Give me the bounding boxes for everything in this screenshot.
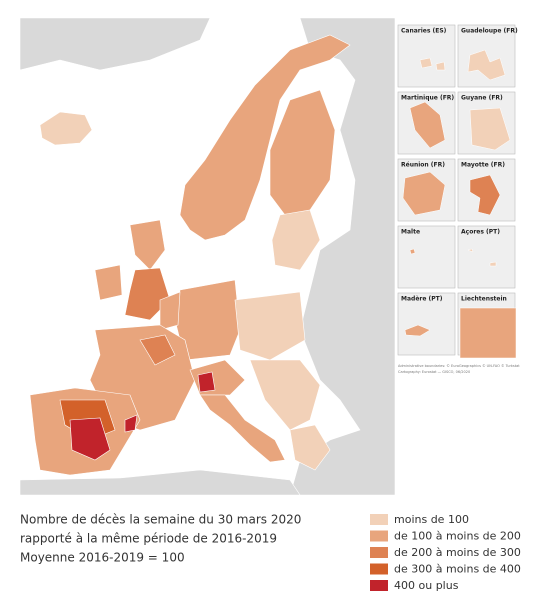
legend-label: de 200 à moins de 300	[394, 546, 521, 559]
legend-swatch	[370, 547, 388, 558]
inset-region	[467, 248, 497, 267]
inset-frame	[397, 24, 456, 88]
legend-label: moins de 100	[394, 513, 469, 526]
inset-region	[409, 101, 446, 149]
inset-label: Guadeloupe (FR)	[461, 28, 518, 35]
greece	[289, 424, 331, 471]
scotland	[129, 219, 166, 271]
greenland	[19, 17, 211, 71]
inset-label: Açores (PT)	[461, 229, 500, 236]
caption-line: Nombre de décès la semaine du 30 mars 20…	[20, 513, 301, 527]
inset-region	[469, 107, 511, 151]
inset-region	[469, 174, 501, 216]
inset-frame	[457, 225, 516, 289]
inset-label: Guyane (FR)	[461, 95, 503, 102]
ireland	[94, 264, 123, 301]
inset-label: Mayotte (FR)	[461, 162, 505, 169]
madrid	[69, 417, 111, 461]
caption-line: rapporté à la même période de 2016-2019	[20, 532, 277, 546]
legend-swatch	[370, 563, 388, 575]
legend: moins de 100 de 100 à moins de 200 de 200 …	[370, 513, 521, 592]
finland	[269, 89, 336, 216]
inset-frame	[397, 225, 456, 289]
catalonia	[124, 414, 138, 433]
inset-label: Réunion (FR)	[401, 162, 445, 169]
inset-frame	[397, 292, 456, 356]
inset-region	[409, 248, 416, 255]
legend-swatch	[370, 514, 388, 525]
caption-line: Moyenne 2016-2019 = 100	[20, 551, 185, 565]
legend-label: 400 ou plus	[394, 579, 459, 592]
italy	[199, 394, 286, 463]
inset-label: Canaries (ES)	[401, 28, 447, 35]
legend-label: de 300 à moins de 400	[394, 563, 521, 576]
benelux	[159, 291, 181, 331]
scandinavia	[179, 34, 351, 241]
lombardy	[197, 371, 216, 393]
balkans	[249, 359, 321, 431]
inset-region	[402, 171, 446, 216]
inset-label: Malte	[401, 229, 420, 236]
inset-label: Liechtenstein	[461, 296, 507, 303]
baltics	[271, 209, 321, 271]
inset-label: Martinique (FR)	[401, 95, 454, 102]
legend-label: de 100 à moins de 200	[394, 530, 521, 543]
iceland	[39, 111, 93, 146]
paris-region	[139, 334, 176, 366]
inset-region	[459, 307, 517, 359]
legend-swatch	[370, 530, 388, 542]
inset-region	[419, 57, 446, 71]
legend-swatch	[370, 580, 388, 591]
insets: Canaries (ES) Guadeloupe (FR) Martinique (…	[397, 24, 518, 359]
inset-region	[404, 324, 431, 337]
inset-region	[467, 49, 506, 81]
inset-label: Madère (PT)	[401, 296, 443, 303]
north-africa	[19, 469, 301, 496]
england	[124, 267, 171, 321]
credit: Cartography: Eurostat — GISCO, 06/2020	[398, 370, 470, 374]
credit: Administrative boundaries: © EuroGeograp…	[398, 364, 520, 368]
central-east	[234, 291, 306, 361]
